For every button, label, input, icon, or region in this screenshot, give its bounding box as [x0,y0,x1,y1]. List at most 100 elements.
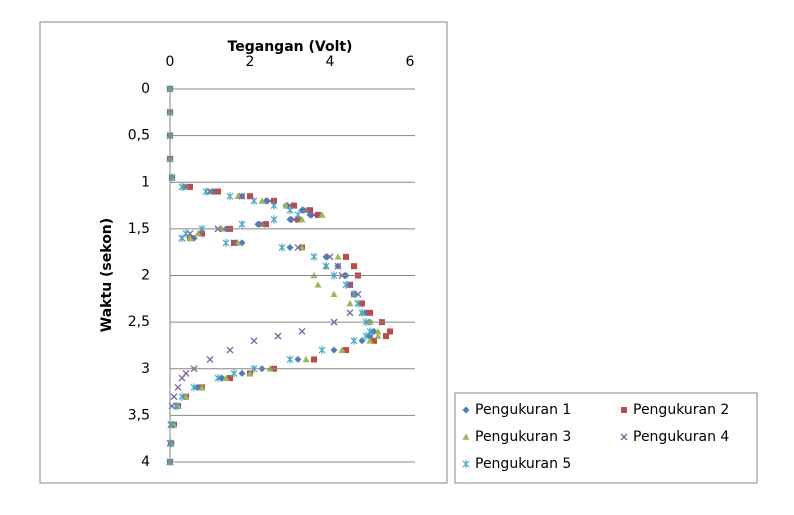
marker [358,308,366,317]
marker [215,188,221,195]
marker [366,337,374,344]
marker [310,211,318,219]
marker [202,187,210,196]
marker [186,234,194,241]
marker [342,280,350,289]
marker [330,290,338,297]
marker [270,215,278,224]
marker [230,369,238,378]
y-tick-label: 2 [141,268,150,284]
marker [167,421,175,429]
marker [214,374,222,383]
marker [351,263,357,270]
marker [206,355,214,363]
marker [334,253,342,260]
legend-label: Pengukuran 4 [633,429,729,445]
marker [247,193,253,200]
marker [199,230,205,237]
marker [318,211,326,218]
marker [250,337,258,345]
marker [298,216,306,223]
marker [263,221,269,228]
marker [322,262,330,271]
marker [295,216,301,223]
marker [230,239,238,247]
marker [178,374,186,382]
marker [178,182,186,191]
plot [166,85,393,466]
marker [274,332,282,340]
marker [346,309,354,317]
marker [238,369,246,377]
marker [286,355,294,364]
marker [234,192,242,200]
y-tick-label: 0,5 [128,128,150,144]
marker [294,210,302,219]
marker [226,346,234,354]
legend-marker [621,407,627,413]
y-tick-label: 4 [141,454,150,470]
legend-label: Pengukuran 5 [475,456,571,472]
marker [350,336,358,345]
marker [294,244,302,251]
y-tick-label: 3 [141,361,150,377]
marker [258,220,266,228]
y-tick-label: 1,5 [128,221,150,237]
marker [286,206,294,215]
y-tick-label: 1 [141,174,150,190]
marker [222,238,230,247]
legend-label: Pengukuran 1 [475,402,571,418]
marker [374,332,382,339]
marker [250,196,258,205]
marker [246,369,254,377]
marker [350,290,358,299]
legend-marker [620,433,628,441]
marker [172,402,180,411]
x-tick-label: 6 [406,54,415,70]
marker [178,392,186,401]
marker [291,202,297,209]
marker [318,346,326,355]
marker [367,309,373,316]
marker [330,346,338,354]
y-tick-label: 2,5 [128,314,150,330]
marker [270,201,278,210]
marker [338,346,346,353]
marker [302,355,310,363]
marker [190,383,198,392]
marker [170,393,178,401]
chart-frame [39,21,448,484]
marker [227,375,233,382]
marker [271,197,277,204]
marker [234,239,242,246]
marker [167,439,175,448]
marker [346,299,354,307]
marker [315,211,321,218]
legend-marker [462,406,470,414]
y-axis-title: Waktu (sekon) [99,218,115,332]
legend-frame [454,392,758,484]
legend-label: Pengukuran 3 [475,429,571,445]
marker [226,192,234,201]
marker [222,374,230,381]
legend-label: Pengukuran 2 [633,402,729,418]
y-tick-label: 3,5 [128,407,150,423]
marker [334,262,342,270]
marker [359,300,365,307]
marker [187,183,193,190]
marker [307,207,313,214]
x-tick-label: 2 [246,54,255,70]
x-tick-label: 4 [326,54,335,70]
marker [343,253,349,260]
marker [174,383,182,391]
marker [294,355,302,363]
marker [374,327,382,335]
marker [238,192,246,200]
marker [343,347,349,354]
marker [310,252,318,261]
marker [326,253,334,261]
marker [311,356,317,363]
marker [314,281,322,288]
y-tick-label: 0 [141,81,150,97]
